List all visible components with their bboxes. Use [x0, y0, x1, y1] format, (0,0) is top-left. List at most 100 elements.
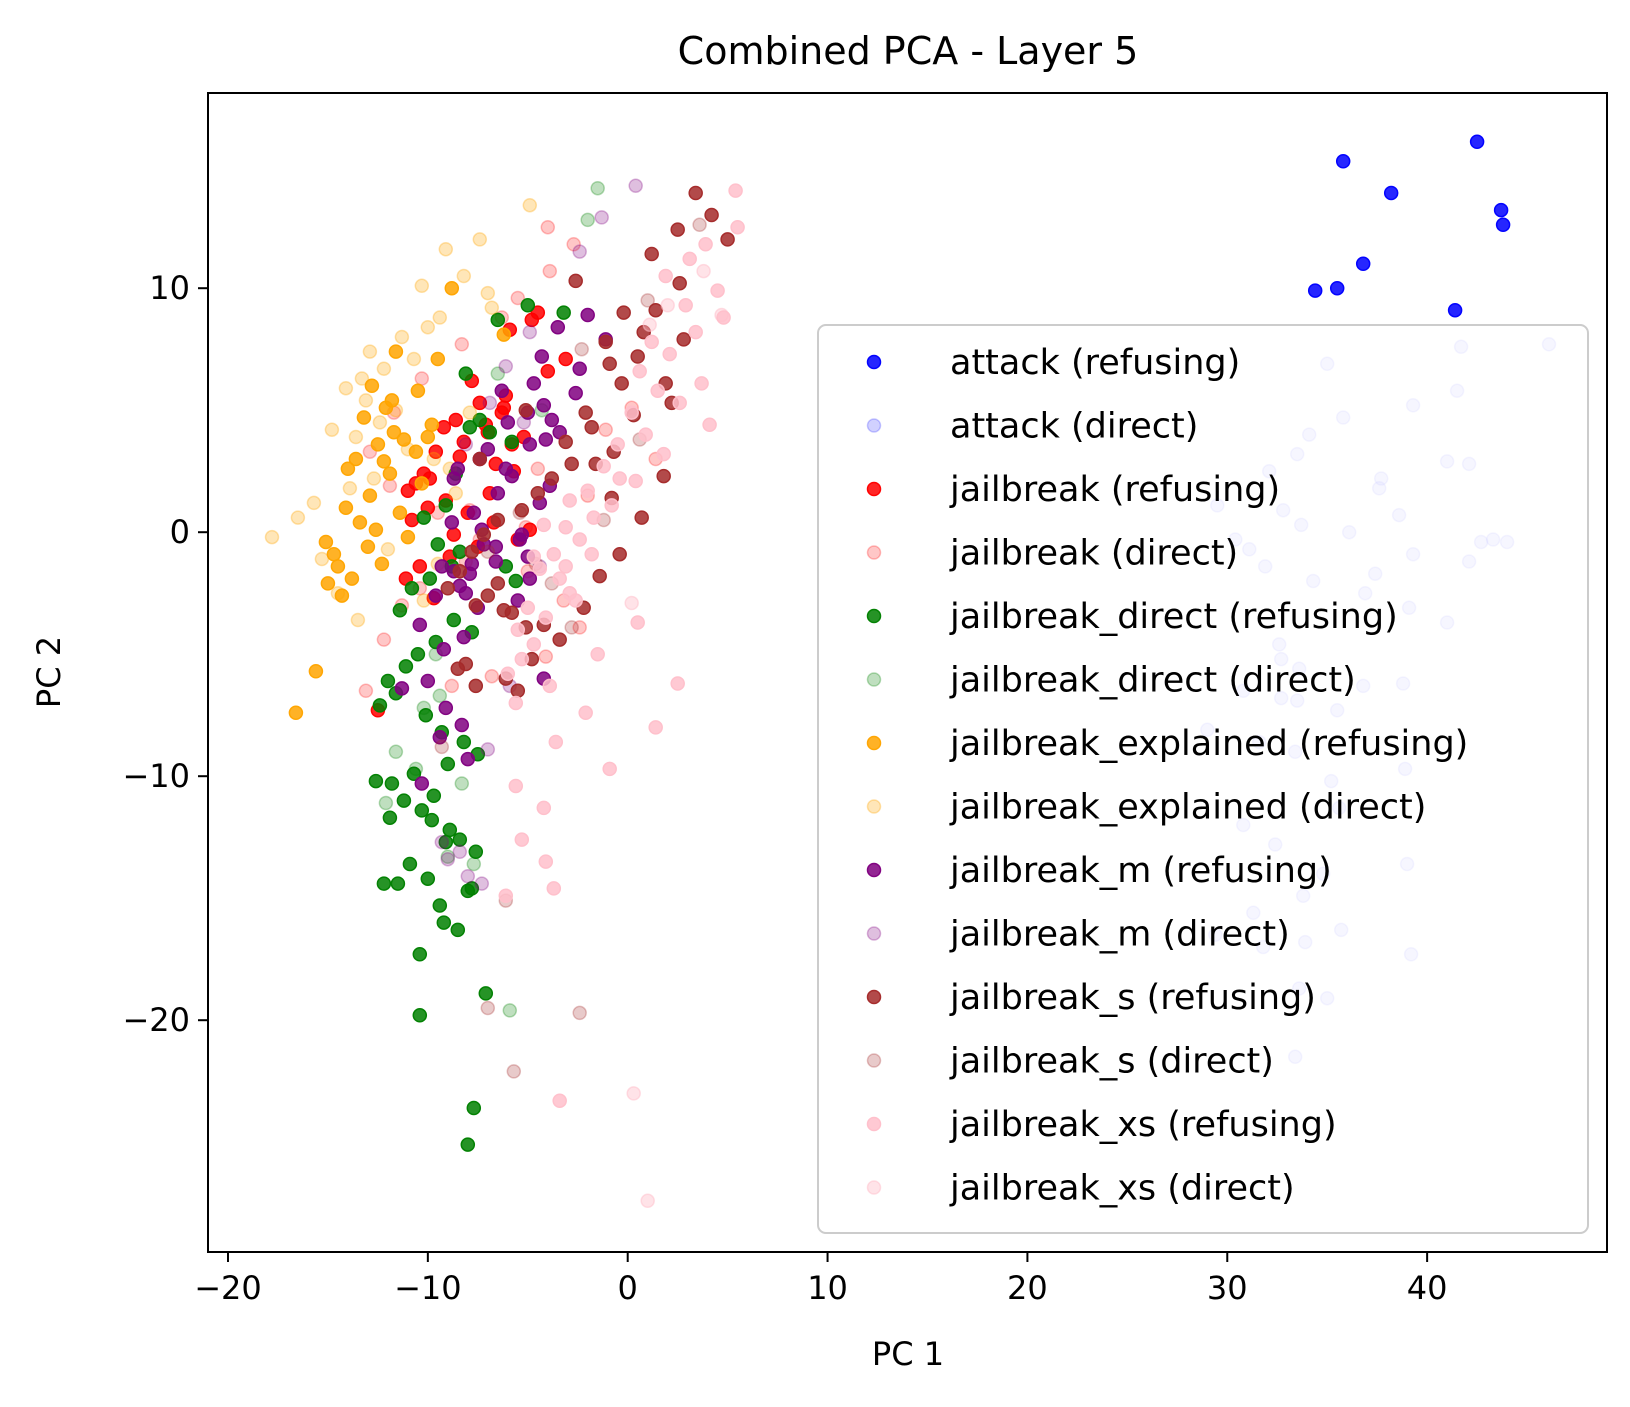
data-point [414, 776, 430, 791]
data-point [710, 283, 725, 298]
legend: attack (refusing) attack (direct) jailbrea… [817, 324, 1589, 1234]
data-point [472, 232, 488, 247]
data-point [580, 307, 595, 323]
legend-label: jailbreak_xs (refusing) [949, 1105, 1337, 1145]
data-point [396, 432, 412, 447]
data-point [456, 268, 472, 284]
data-point [536, 800, 552, 816]
data-point [720, 232, 735, 247]
data-point [540, 219, 556, 235]
data-point [414, 803, 430, 818]
legend-marker [866, 418, 882, 433]
data-point [540, 363, 556, 379]
data-point [362, 344, 378, 359]
legend-marker [866, 862, 882, 878]
data-point [590, 180, 605, 196]
y-tick-label: 10 [149, 269, 190, 307]
data-point [604, 498, 619, 513]
data-point [556, 305, 571, 320]
data-point [518, 402, 534, 418]
legend-marker [866, 1116, 882, 1132]
data-point [586, 510, 601, 525]
data-point [490, 312, 506, 328]
data-point [490, 366, 506, 381]
data-point [644, 334, 659, 350]
data-point [412, 947, 428, 962]
data-point [452, 563, 468, 579]
data-point [536, 398, 552, 413]
data-point [442, 822, 458, 838]
y-tick-label: −20 [122, 1001, 190, 1039]
data-point [368, 773, 384, 789]
data-point [596, 459, 611, 474]
data-point [484, 300, 500, 315]
data-point [656, 446, 671, 462]
data-point [676, 332, 691, 347]
data-point [572, 244, 587, 259]
legend-marker [866, 672, 882, 687]
data-point [440, 849, 456, 864]
data-point [324, 422, 340, 437]
data-point [568, 593, 583, 608]
data-point [526, 376, 542, 391]
data-point [338, 380, 354, 396]
data-point [436, 642, 452, 657]
legend-label: jailbreak (direct) [949, 534, 1238, 574]
data-point [404, 581, 420, 596]
data-point [638, 427, 653, 442]
legend-marker [866, 989, 882, 1005]
data-point [388, 744, 404, 760]
data-point [584, 546, 599, 562]
legend-marker [866, 481, 882, 497]
data-point [412, 559, 428, 574]
legend-label: jailbreak_m (refusing) [949, 851, 1332, 891]
data-point [670, 676, 685, 691]
data-point [380, 673, 396, 689]
data-point [598, 334, 613, 350]
data-point [434, 834, 450, 850]
data-point [454, 776, 470, 791]
series-6 [288, 280, 512, 721]
data-point [682, 251, 697, 267]
data-point [360, 539, 376, 555]
data-point [566, 237, 581, 252]
data-point [416, 700, 432, 716]
data-point [514, 502, 530, 518]
x-tick-label: 40 [1407, 1269, 1448, 1307]
data-point [330, 559, 346, 574]
legend-label: jailbreak_s (refusing) [949, 978, 1316, 1018]
data-point [436, 420, 452, 435]
data-point [498, 461, 514, 477]
data-point [458, 366, 474, 381]
data-point [458, 437, 474, 452]
data-point [438, 700, 454, 716]
data-point [358, 393, 374, 408]
data-point [386, 424, 402, 440]
legend-marker [866, 545, 882, 560]
data-point [578, 405, 593, 420]
data-point [488, 554, 504, 569]
data-point [696, 263, 711, 279]
data-point [482, 395, 498, 411]
data-point [394, 681, 410, 696]
data-point [460, 868, 476, 884]
data-point [448, 412, 464, 428]
data-point [482, 424, 498, 440]
data-point [602, 761, 617, 777]
data-point [384, 776, 400, 791]
legend-box [817, 324, 1589, 1234]
data-point [416, 593, 432, 608]
data-point [444, 280, 460, 296]
data-point [490, 512, 506, 528]
data-point [572, 361, 587, 376]
legend-marker [866, 1053, 882, 1068]
data-point [632, 363, 647, 379]
legend-marker [866, 1180, 882, 1195]
data-point [432, 310, 448, 325]
data-point [372, 698, 388, 713]
data-point [1495, 217, 1511, 233]
data-point [498, 359, 514, 374]
legend-label: jailbreak_m (direct) [949, 915, 1290, 955]
y-axis-label: PC 2 [30, 636, 68, 708]
data-point [352, 515, 368, 530]
